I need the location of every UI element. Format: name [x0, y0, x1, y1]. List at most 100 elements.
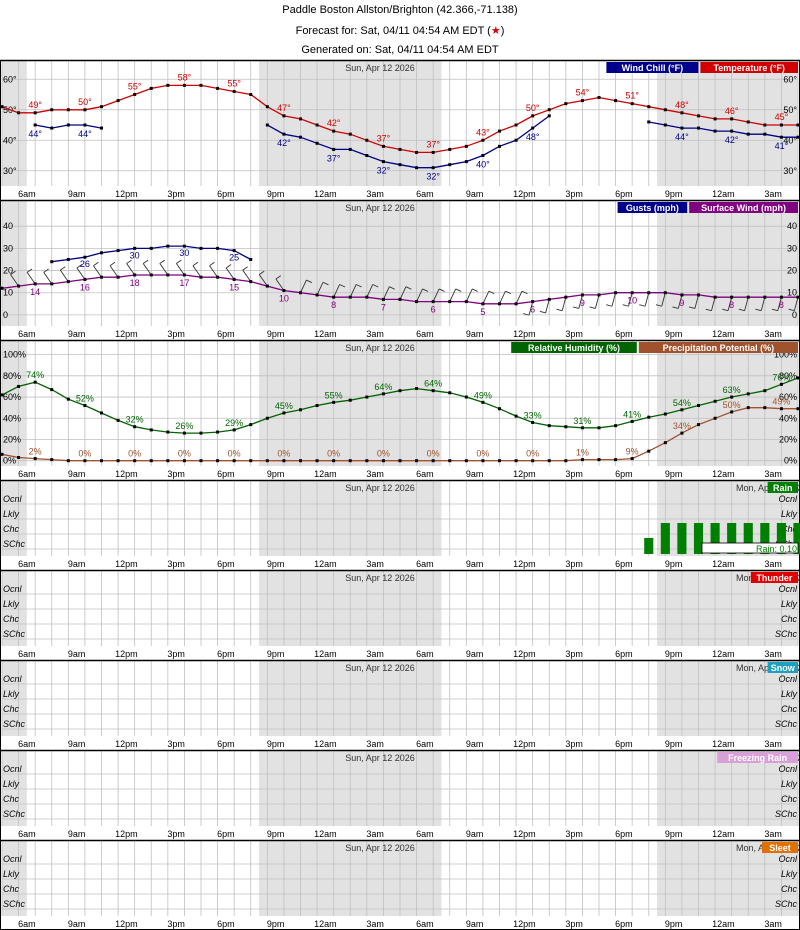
- level-label-left: Lkly: [3, 689, 20, 699]
- night-shading: [2, 481, 27, 556]
- time-tick-label: 12am: [712, 189, 735, 199]
- legend-label: Freezing Rain: [728, 753, 787, 763]
- humidity-point: [149, 428, 153, 432]
- humidity-point: [133, 425, 137, 429]
- temperature-point: [265, 105, 269, 109]
- wind-barb-flag: [225, 264, 232, 269]
- y-tick-label-left: 40: [3, 221, 13, 231]
- time-tick-label: 12am: [712, 559, 735, 569]
- time-tick-label: 3pm: [565, 189, 583, 199]
- page-header: Paddle Boston Allston/Brighton (42.366,-…: [0, 0, 800, 60]
- precip-bar: [743, 523, 753, 554]
- precip-potential-point: [133, 459, 137, 463]
- humidity-label: 74%: [26, 370, 44, 380]
- time-tick-label: 9am: [466, 469, 484, 479]
- wind-chill-label: 41°: [775, 141, 789, 151]
- surface-wind-point: [547, 297, 551, 301]
- level-label-left: SChc: [3, 719, 26, 729]
- humidity-point: [614, 424, 618, 428]
- time-tick-label: 3pm: [565, 329, 583, 339]
- level-label-left: Chc: [3, 884, 20, 894]
- time-tick-label: 6pm: [217, 739, 235, 749]
- precip-potential-point: [713, 416, 717, 420]
- wind-barb-flag: [589, 306, 596, 309]
- wind-barb-flag: [521, 290, 528, 295]
- temperature-point: [464, 144, 468, 148]
- gusts-point: [133, 246, 137, 250]
- wind-barb-icon: [760, 297, 766, 311]
- time-tick-label: 12am: [712, 649, 735, 659]
- panel-rain: Sun, Apr 12 2026 6am 9am 12pm 3pm 6pm 9pm 12am 3…: [0, 479, 800, 570]
- wind-barb-flag: [438, 288, 445, 292]
- temperature-point: [415, 150, 419, 154]
- time-tick-label: 6am: [416, 919, 434, 929]
- temperature-label: 37°: [377, 133, 391, 143]
- time-tick-label: 6am: [18, 559, 36, 569]
- time-tick-label: 9pm: [665, 649, 683, 659]
- time-tick-label: 6am: [416, 559, 434, 569]
- time-tick-label: 3pm: [565, 469, 583, 479]
- time-tick-label: 6am: [18, 189, 36, 199]
- precip-potential-point: [580, 458, 584, 462]
- y-tick-label-left: 40%: [3, 413, 21, 423]
- time-tick-label: 3pm: [167, 189, 185, 199]
- night-shading: [657, 841, 798, 916]
- temperature-point: [332, 129, 336, 133]
- time-tick-label: 3am: [366, 469, 384, 479]
- wind-barb-icon: [59, 269, 69, 282]
- precip-potential-point: [66, 459, 70, 463]
- time-tick-label: 3am: [366, 649, 384, 659]
- time-tick-label: 12am: [712, 329, 735, 339]
- surface-wind-label: 8: [729, 300, 734, 310]
- forecast-prefix: Forecast for: Sat, 04/11 04:54 AM EDT (: [295, 25, 491, 37]
- panel-humidity-and-precipitation: Sun, Apr 12 2026 6am 9am 12pm 3pm 6pm 9pm 12am 3…: [0, 339, 800, 480]
- wind-barb-icon: [661, 292, 666, 307]
- surface-wind-point: [531, 300, 535, 304]
- temperature-point: [66, 108, 70, 112]
- wind-barb-flag: [76, 264, 83, 269]
- precip-potential-point: [83, 459, 87, 463]
- time-tick-label: 12pm: [115, 739, 138, 749]
- wind-barb-icon: [275, 278, 285, 291]
- wind-barb-icon: [258, 274, 268, 287]
- time-tick-label: 3pm: [167, 739, 185, 749]
- wind-barb-flag: [26, 268, 33, 273]
- humidity-point: [580, 426, 584, 430]
- day-label: Sun, Apr 12 2026: [345, 663, 415, 673]
- wind-barb-flag: [622, 304, 629, 307]
- level-label-right: Chc: [781, 704, 798, 714]
- surface-wind-point: [746, 295, 750, 299]
- wind-chill-line: [266, 115, 550, 169]
- precip-potential-point: [448, 459, 452, 463]
- time-tick-label: 9pm: [267, 649, 285, 659]
- time-tick-label: 9pm: [665, 469, 683, 479]
- legend-box: [750, 572, 798, 583]
- precip-label: 0%: [128, 449, 141, 459]
- wind-barb-icon: [515, 290, 523, 305]
- wind-chill-point: [381, 160, 385, 164]
- y-tick-label-left: 30°: [3, 166, 17, 176]
- legend-box: [762, 842, 798, 853]
- surface-wind-label: 10: [627, 296, 637, 306]
- wind-barb-flag: [275, 275, 282, 280]
- surface-wind-label: 14: [30, 287, 40, 297]
- legend-label: Surface Wind (mph): [701, 203, 786, 213]
- humidity-point: [564, 425, 568, 429]
- surface-wind-label: 6: [530, 305, 535, 315]
- wind-barb-flag: [60, 266, 66, 271]
- y-tick-label-left: 80%: [3, 371, 21, 381]
- wind-barb-flag: [339, 284, 346, 288]
- amount-box: [701, 542, 799, 554]
- humidity-label: 32%: [126, 415, 144, 425]
- temperature-label: 55°: [227, 78, 241, 88]
- wind-chill-point: [265, 123, 269, 127]
- surface-wind-point: [779, 295, 783, 299]
- temperature-point: [0, 105, 4, 109]
- y-tick-label-right: 30: [787, 243, 797, 253]
- temperature-point: [133, 93, 137, 96]
- y-tick-label-left: 10: [3, 288, 13, 298]
- humidity-point: [398, 389, 402, 393]
- wind-barb-flag: [93, 261, 99, 267]
- star-icon: ★: [490, 25, 501, 37]
- surface-wind-point: [166, 273, 170, 277]
